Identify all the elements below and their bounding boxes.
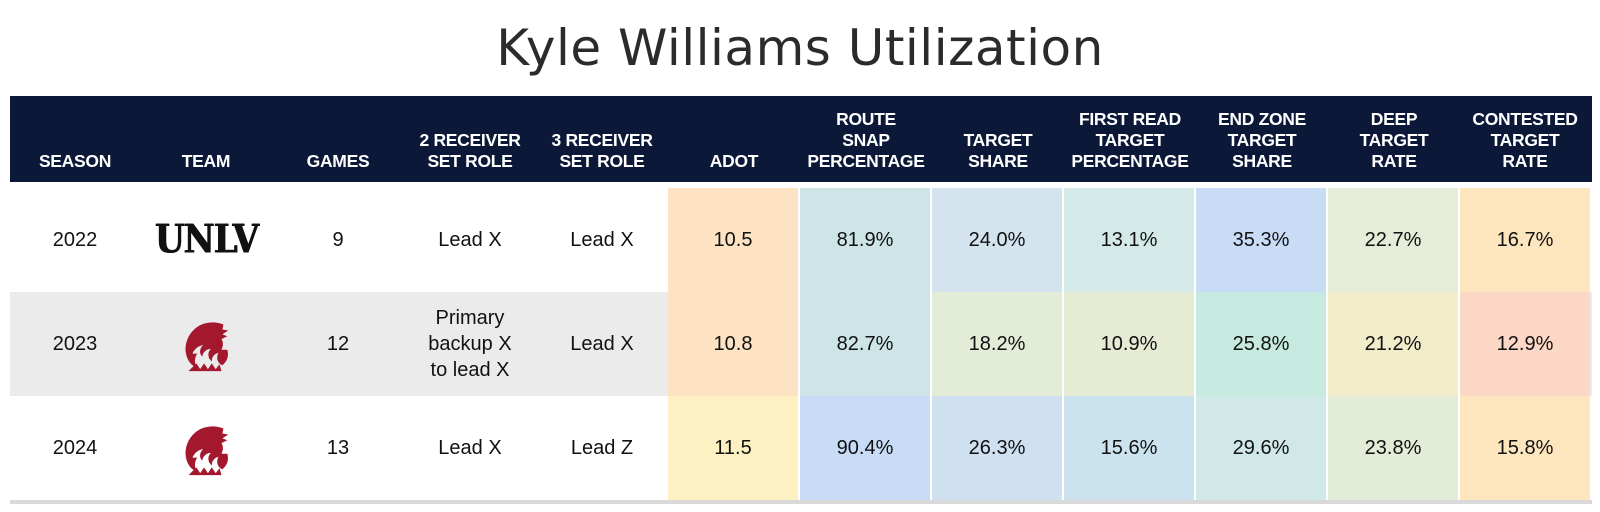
team-cell (140, 292, 272, 396)
table-row: 2023 12 Primary backup X to lead X Lead … (10, 292, 1592, 396)
header-deep-target-rate: DEEP TARGET RATE (1359, 109, 1429, 171)
unlv-wordmark-icon: UNLV (154, 217, 259, 263)
page-title: Kyle Williams Utilization (496, 19, 1104, 77)
header-adot: ADOT (709, 151, 759, 171)
target-share-cell: 26.3% (932, 396, 1064, 500)
header-games: GAMES (306, 151, 370, 171)
header-contested-target-rate: CONTESTED TARGET RATE (1472, 109, 1578, 171)
team-cell: UNLV (140, 188, 272, 292)
route-snap-cell: 82.7% (800, 292, 932, 396)
end-zone-cell: 35.3% (1196, 188, 1328, 292)
route-snap-cell: 90.4% (800, 396, 932, 500)
first-read-cell: 15.6% (1064, 396, 1196, 500)
role-2-receiver-cell: Lead X (438, 437, 502, 459)
adot-cell: 10.5 (668, 188, 800, 292)
role-3-receiver-cell: Lead Z (570, 437, 634, 459)
table-row: 2024 13 Lead X Lead Z 11.5 90.4% 26.3% 1… (10, 396, 1592, 500)
header-first-read-target-percentage: FIRST READ TARGET PERCENTAGE (1071, 109, 1189, 171)
table-bottom-border (10, 500, 1592, 504)
end-zone-cell: 29.6% (1196, 396, 1328, 500)
table-row: 2022 UNLV 9 Lead X Lead X 10.5 81.9% 24.… (10, 188, 1592, 292)
table-header: SEASON TEAM GAMES 2 RECEIVER SET ROLE 3 … (10, 96, 1592, 182)
season-cell: 2022 (52, 229, 98, 251)
games-cell: 9 (332, 229, 344, 251)
route-snap-cell: 81.9% (800, 188, 932, 292)
adot-cell: 11.5 (668, 396, 800, 500)
target-share-cell: 24.0% (932, 188, 1064, 292)
games-cell: 13 (326, 437, 350, 459)
utilization-table: SEASON TEAM GAMES 2 RECEIVER SET ROLE 3 … (10, 96, 1592, 500)
team-cell (140, 396, 272, 500)
season-cell: 2023 (52, 333, 98, 355)
contested-target-cell: 12.9% (1460, 292, 1590, 396)
contested-target-cell: 16.7% (1460, 188, 1590, 292)
header-team: TEAM (181, 151, 231, 171)
end-zone-cell: 25.8% (1196, 292, 1328, 396)
role-3-receiver-cell: Lead X (570, 229, 634, 251)
role-2-receiver-cell: Lead X (438, 229, 502, 251)
header-3-receiver-set-role: 3 RECEIVER SET ROLE (551, 130, 653, 171)
deep-target-cell: 23.8% (1328, 396, 1460, 500)
games-cell: 12 (326, 333, 350, 355)
adot-cell: 10.8 (668, 292, 800, 396)
role-3-receiver-cell: Lead X (570, 333, 634, 355)
role-2-receiver-cell: Primary backup X to lead X (428, 307, 512, 381)
contested-target-cell: 15.8% (1460, 396, 1590, 500)
deep-target-cell: 22.7% (1328, 188, 1460, 292)
first-read-cell: 13.1% (1064, 188, 1196, 292)
header-target-share: TARGET SHARE (963, 130, 1033, 171)
header-end-zone-target-share: END ZONE TARGET SHARE (1217, 109, 1307, 171)
target-share-cell: 18.2% (932, 292, 1064, 396)
first-read-cell: 10.9% (1064, 292, 1196, 396)
season-cell: 2024 (52, 437, 98, 459)
wsu-cougar-icon (185, 322, 229, 372)
header-route-snap-percentage: ROUTE SNAP PERCENTAGE (807, 109, 925, 171)
deep-target-cell: 21.2% (1328, 292, 1460, 396)
header-2-receiver-set-role: 2 RECEIVER SET ROLE (419, 130, 521, 171)
wsu-cougar-icon (185, 426, 229, 476)
header-season: SEASON (38, 151, 112, 171)
